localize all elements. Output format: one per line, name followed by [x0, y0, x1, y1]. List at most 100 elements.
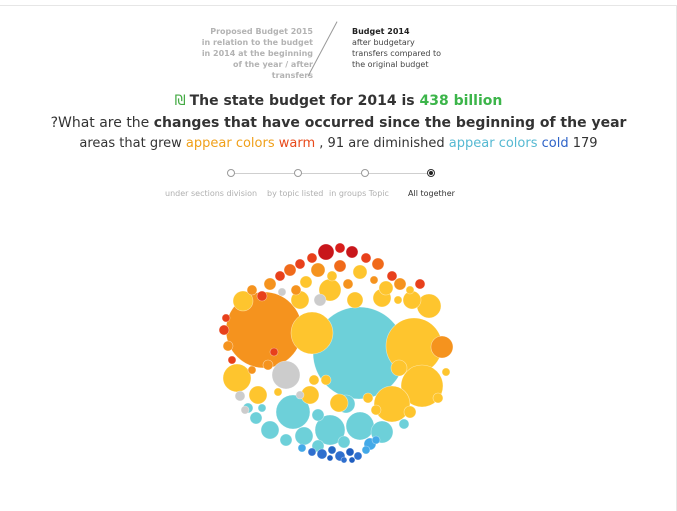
- view-stop-topic[interactable]: [294, 169, 302, 177]
- budget-bubble[interactable]: [326, 454, 334, 462]
- budget-bubble[interactable]: [400, 364, 444, 408]
- budget-bubble[interactable]: [275, 394, 311, 430]
- budget-bubble[interactable]: [294, 426, 314, 446]
- budget-bubble[interactable]: [294, 258, 306, 270]
- budget-bubble[interactable]: [274, 270, 286, 282]
- budget-bubble[interactable]: [378, 280, 394, 296]
- budget-bubble[interactable]: [327, 445, 337, 455]
- budget-bubble[interactable]: [277, 287, 287, 297]
- budget-bubble[interactable]: [240, 405, 250, 415]
- budget-bubble[interactable]: [269, 347, 279, 357]
- budget-bubble[interactable]: [295, 390, 305, 400]
- budget-bubble[interactable]: [346, 291, 364, 309]
- view-stop-all[interactable]: [427, 169, 435, 177]
- budget-bubble[interactable]: [340, 456, 348, 464]
- budget-bubble[interactable]: [334, 242, 346, 254]
- budget-bubble[interactable]: [271, 360, 301, 390]
- budget-bubble[interactable]: [249, 411, 263, 425]
- budget-bubble[interactable]: [370, 404, 382, 416]
- budget-bubble[interactable]: [414, 278, 426, 290]
- budget-bubble[interactable]: [310, 262, 326, 278]
- budget-bubble[interactable]: [311, 408, 325, 422]
- budget-bubble[interactable]: [441, 367, 451, 377]
- budget-bubble[interactable]: [393, 277, 407, 291]
- budget-bubble[interactable]: [326, 270, 338, 282]
- budget-bubble[interactable]: [430, 335, 454, 359]
- budget-bubble[interactable]: [337, 435, 351, 449]
- view-stop-groups[interactable]: [361, 169, 369, 177]
- budget-bubble[interactable]: [247, 365, 257, 375]
- budget-bubble[interactable]: [393, 295, 403, 305]
- tab-label-line: the original budget: [352, 60, 429, 69]
- budget-bubble[interactable]: [290, 311, 334, 355]
- budget-bubble[interactable]: [307, 447, 317, 457]
- budget-bubble[interactable]: [308, 374, 320, 386]
- budget-bubble[interactable]: [290, 284, 302, 296]
- budget-bubble[interactable]: [403, 405, 417, 419]
- warm-label: warm: [278, 136, 316, 151]
- question-bold: changes that have occurred since the beg…: [153, 115, 627, 131]
- budget-bubble[interactable]: [345, 447, 355, 457]
- budget-bubble[interactable]: [360, 252, 372, 264]
- budget-bubble[interactable]: [361, 445, 371, 455]
- budget-bubble[interactable]: [373, 385, 411, 423]
- budget-bubble[interactable]: [299, 275, 313, 289]
- budget-amount: 438 billion: [419, 93, 503, 109]
- budget-bubble[interactable]: [333, 259, 347, 273]
- budget-bubble[interactable]: [227, 355, 237, 365]
- budget-bubble[interactable]: [306, 252, 318, 264]
- tab-budget-2014[interactable]: Budget 2014 after budgetary transfers co…: [352, 26, 482, 70]
- budget-bubble[interactable]: [262, 359, 274, 371]
- budget-bubble[interactable]: [263, 277, 277, 291]
- budget-bubble[interactable]: [260, 420, 280, 440]
- budget-bubble[interactable]: [386, 270, 398, 282]
- budget-bubble[interactable]: [362, 392, 374, 404]
- budget-bubble[interactable]: [246, 284, 258, 296]
- budget-bubble[interactable]: [398, 418, 410, 430]
- budget-bubble[interactable]: [234, 390, 246, 402]
- budget-bubble[interactable]: [314, 414, 346, 446]
- budget-bubble[interactable]: [390, 359, 408, 377]
- budget-bubble[interactable]: [273, 387, 283, 397]
- budget-bubble[interactable]: [317, 243, 335, 261]
- budget-bubble[interactable]: [232, 290, 254, 312]
- tab-label-line: transfers compared to: [352, 49, 442, 58]
- budget-bubble[interactable]: [279, 433, 293, 447]
- budget-bubble[interactable]: [218, 324, 230, 336]
- tab-label-line: transfers: [271, 71, 313, 80]
- view-stop-sections[interactable]: [227, 169, 235, 177]
- view-label-topic[interactable]: by topic listed: [267, 189, 324, 198]
- bubble-group: [218, 242, 454, 464]
- budget-bubble[interactable]: [283, 263, 297, 277]
- budget-bubble[interactable]: [320, 374, 332, 386]
- budget-bubble[interactable]: [371, 257, 385, 271]
- budget-bubble[interactable]: [222, 340, 234, 352]
- budget-bubble[interactable]: [353, 451, 363, 461]
- budget-bubble[interactable]: [342, 278, 354, 290]
- budget-bubble[interactable]: [352, 264, 368, 280]
- budget-bubble[interactable]: [256, 290, 268, 302]
- view-label-sections[interactable]: under sections division: [165, 189, 258, 198]
- budget-bubble[interactable]: [297, 443, 307, 453]
- budget-bubble[interactable]: [316, 448, 328, 460]
- budget-bubble[interactable]: [257, 403, 267, 413]
- budget-bubble[interactable]: [345, 245, 359, 259]
- budget-bubble[interactable]: [248, 385, 268, 405]
- tab-proposed-2015[interactable]: Proposed Budget 2015 in relation to the …: [193, 26, 313, 81]
- budget-bubble[interactable]: [313, 293, 327, 307]
- diminished-text: , 91 are diminished: [319, 136, 445, 151]
- view-slider-track: [231, 173, 431, 174]
- budget-bubble[interactable]: [369, 275, 379, 285]
- budget-bubble[interactable]: [348, 456, 356, 464]
- view-label-groups[interactable]: in groups Topic: [329, 189, 389, 198]
- budget-bubble[interactable]: [371, 435, 381, 445]
- budget-bubble[interactable]: [222, 363, 252, 393]
- budget-bubble[interactable]: [345, 411, 375, 441]
- budget-bubble[interactable]: [329, 393, 349, 413]
- budget-bubble[interactable]: [221, 313, 231, 323]
- budget-bubble[interactable]: [432, 392, 444, 404]
- budget-bubble[interactable]: [405, 285, 415, 295]
- view-label-all[interactable]: All together: [408, 189, 455, 198]
- tab-label-line: Budget 2014: [352, 27, 410, 36]
